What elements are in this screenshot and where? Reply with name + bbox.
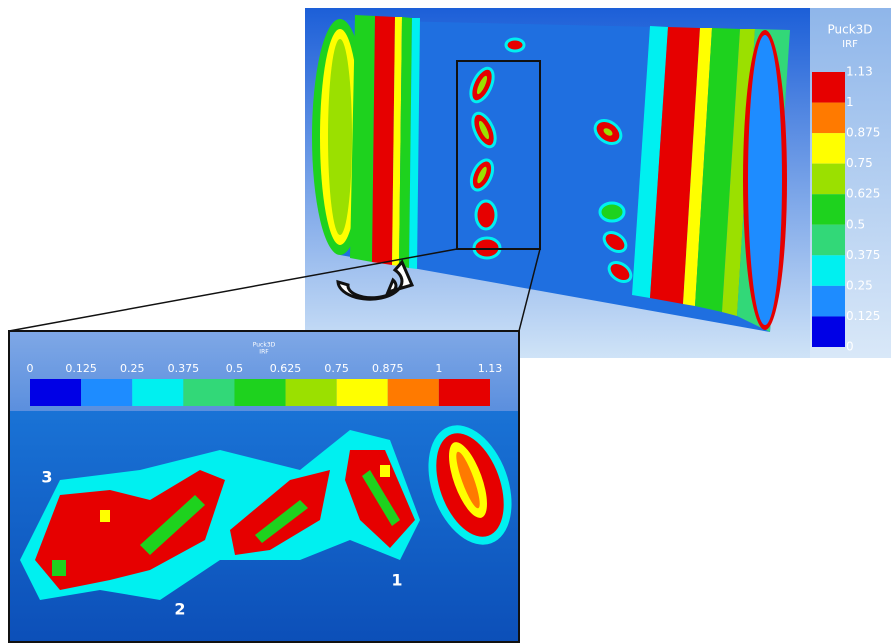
legend-title: Puck3D: [827, 23, 872, 37]
inset-legend-label: 0.875: [372, 362, 404, 375]
inset-legend-swatch: [234, 379, 286, 406]
damage-label: 2: [174, 600, 185, 619]
inset-legend-swatch: [336, 379, 388, 406]
damage-label: 1: [391, 571, 402, 590]
inset-legend-swatch: [285, 379, 337, 406]
legend-swatch: [812, 194, 845, 225]
inset-legend-swatch: [183, 379, 235, 406]
legend-label: 0.75: [846, 156, 873, 170]
legend-label: 0.5: [846, 217, 865, 231]
legend-swatch: [812, 163, 845, 195]
inset-legend-label: 0.5: [226, 362, 244, 375]
damage-label: 3: [41, 468, 52, 487]
legend-swatch: [812, 316, 845, 347]
inset-legend-label: 0.75: [324, 362, 349, 375]
cylinder: [312, 15, 790, 332]
legend-swatch: [812, 285, 845, 317]
legend-label: 0.25: [846, 278, 873, 292]
inset-legend-swatch: [132, 379, 184, 406]
inset-frame: [8, 330, 520, 643]
legend-swatch: [812, 255, 845, 286]
inset-legend-label: 1: [435, 362, 442, 375]
legend-swatch: [812, 133, 845, 164]
legend-label: 0: [846, 340, 854, 354]
inset-legend-swatch: [30, 379, 82, 406]
legend-label: 0.375: [846, 248, 880, 262]
inset-legend-label: 0.625: [270, 362, 302, 375]
inset-legend-title: Puck3D: [253, 342, 276, 349]
inset: Puck3D IRF 0 0.125 0.25 0.375 0.5 0.625 0.75 0.…: [9, 331, 519, 642]
inset-legend-label: 0: [27, 362, 34, 375]
inset-legend-subtitle: IRF: [259, 349, 269, 356]
damage-pattern: [20, 425, 512, 600]
legend-swatch: [812, 224, 845, 256]
legend-subtitle: IRF: [842, 39, 858, 50]
zoom-line: [8, 248, 458, 332]
inset-legend-label: 0.25: [120, 362, 145, 375]
zoom-box: [456, 60, 541, 250]
color-legend: Puck3D IRF 1.13 1 0.875 0.75 0.625 0.5 0.375 0.…: [810, 8, 891, 358]
inset-legend: 0 0.125 0.25 0.375 0.5 0.625 0.75 0.875 1 1.13: [27, 362, 503, 406]
inset-legend-swatch: [81, 379, 133, 406]
legend-label: 1: [846, 95, 854, 109]
legend-swatch: [812, 72, 845, 103]
inset-legend-swatch: [387, 379, 439, 406]
legend-label: 0.875: [846, 126, 880, 140]
inset-legend-swatch: [438, 379, 490, 406]
inset-legend-label: 0.125: [65, 362, 97, 375]
rotation-arrow: [336, 259, 415, 301]
zoom-line: [518, 248, 541, 332]
legend-label: 0.125: [846, 309, 880, 323]
legend-label: 1.13: [846, 65, 873, 79]
legend-label: 0.625: [846, 187, 880, 201]
inset-legend-label: 1.13: [478, 362, 503, 375]
legend-swatch: [812, 102, 845, 134]
inset-legend-label: 0.375: [168, 362, 200, 375]
